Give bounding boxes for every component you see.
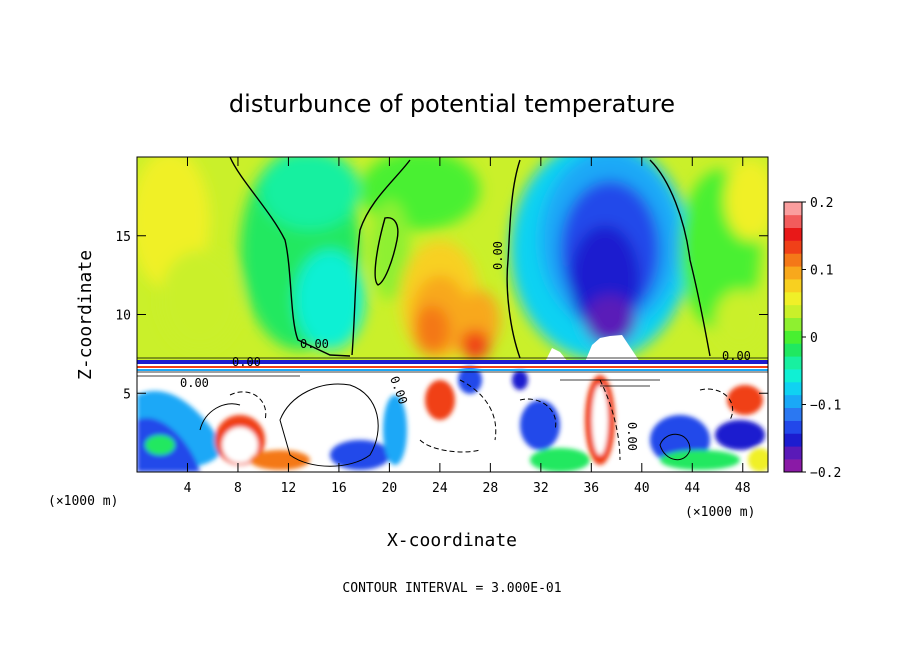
colorbar-swatch (784, 420, 802, 434)
colorbar-swatch (784, 356, 802, 370)
colorbar-swatch (784, 394, 802, 409)
colorbar: 0.2 0.1 0 −0.1 −0.2 (783, 196, 841, 481)
colorbar-swatch (784, 240, 802, 254)
colorbar-swatch (784, 227, 802, 241)
colorbar-swatch (784, 279, 802, 293)
x-tick-label: 12 (281, 481, 297, 496)
lower-field (137, 366, 768, 472)
colorbar-tick-label: 0.1 (810, 264, 833, 279)
colorbar-tick-label: 0 (810, 331, 818, 346)
x-tick-label: 8 (234, 481, 242, 496)
colorbar-swatch (784, 202, 802, 216)
x-tick-label: 28 (483, 481, 499, 496)
z-axis: 5 10 15 (115, 230, 768, 402)
contour-interval-note: CONTOUR INTERVAL = 3.000E-01 (342, 581, 561, 596)
x-tick-label: 24 (432, 481, 448, 496)
contour-label: 0.00 (232, 355, 261, 369)
colorbar-swatch (784, 459, 802, 473)
colorbar-swatch (784, 433, 802, 447)
x-tick-label: 4 (184, 481, 192, 496)
colorbar-swatch (784, 253, 802, 267)
contour-label: 0.00 (625, 422, 639, 451)
colorbar-swatch (784, 382, 802, 396)
contour-label: 0.00 (180, 376, 209, 390)
colorbar-swatch (784, 317, 802, 331)
plot-area: 0.00 0.00 0.00 0.00 0.00 0.00 0.00 (137, 157, 768, 472)
contour-label: 0.00 (300, 337, 329, 351)
x-tick-label: 16 (331, 481, 347, 496)
contour-lines (199, 157, 711, 467)
colorbar-swatch (784, 292, 802, 306)
x-tick-label: 36 (583, 481, 599, 496)
colorbar-swatch (784, 304, 802, 319)
x-tick-label: 48 (735, 481, 751, 496)
colorbar-tick-label: 0.2 (810, 196, 833, 211)
colorbar-swatch (784, 369, 802, 383)
z-tick-label: 5 (123, 387, 131, 402)
x-tick-label: 20 (382, 481, 398, 496)
layer-contours (137, 357, 768, 387)
z-tick-label: 15 (115, 230, 131, 245)
contour-label: 0.00 (722, 349, 751, 363)
contour-label: 0.00 (491, 241, 505, 270)
z-axis-label: Z-coordinate (75, 250, 96, 380)
x-axis-unit-right: (×1000 m) (685, 505, 755, 520)
colorbar-swatch (784, 446, 802, 460)
chart-title: disturbunce of potential temperature (229, 90, 675, 118)
colorbar-tick-label: −0.2 (810, 466, 841, 481)
colorbar-swatch (784, 214, 802, 229)
colorbar-swatch (784, 407, 802, 421)
z-tick-label: 10 (115, 309, 131, 324)
x-tick-label: 40 (634, 481, 650, 496)
x-tick-label: 44 (684, 481, 700, 496)
upper-field (137, 157, 768, 360)
colorbar-tick-label: −0.1 (810, 399, 841, 414)
dashed-contours (229, 379, 734, 461)
colorbar-swatch (784, 266, 802, 280)
colorbar-swatch (784, 343, 802, 357)
x-axis-label: X-coordinate (387, 530, 517, 551)
x-axis: 4 8 12 16 20 24 28 32 36 40 44 48 (184, 157, 751, 496)
colorbar-swatch (784, 330, 802, 344)
x-axis-unit-left: (×1000 m) (48, 494, 118, 509)
x-tick-label: 32 (533, 481, 549, 496)
